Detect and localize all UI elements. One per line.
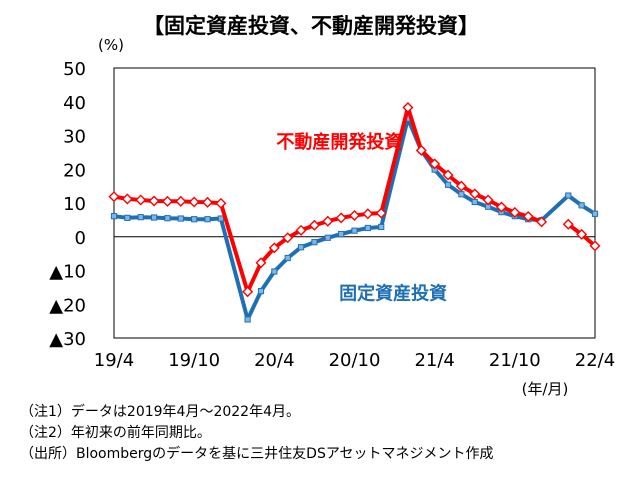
y-tick-label: 10 <box>63 194 86 215</box>
data-point-fixed-asset <box>458 191 465 198</box>
x-axis-unit: (年/月) <box>522 380 569 398</box>
data-point-real-estate <box>455 180 467 192</box>
data-point-fixed-asset <box>351 227 358 234</box>
data-point-real-estate <box>308 219 320 231</box>
y-tick-label: ▲30 <box>49 329 86 350</box>
data-point-real-estate <box>295 224 307 236</box>
note-1: （注1）データは2019年4月～2022年4月。 <box>20 404 300 420</box>
x-tick-label: 22/4 <box>575 350 615 371</box>
data-point-fixed-asset <box>124 214 131 221</box>
data-point-real-estate <box>375 207 387 219</box>
data-point-real-estate <box>202 196 214 208</box>
x-tick-label: 20/4 <box>254 350 294 371</box>
series-label-fixed-asset: 固定資産投資 <box>339 283 447 305</box>
x-tick-label: 19/4 <box>94 350 134 371</box>
series-label-real-estate: 不動産開発投資 <box>276 131 402 153</box>
x-tick-label: 21/10 <box>489 350 541 371</box>
data-point-real-estate <box>215 197 227 209</box>
x-tick-label: 19/10 <box>168 350 220 371</box>
data-point-fixed-asset <box>324 234 331 241</box>
y-tick-label: 20 <box>63 160 86 181</box>
data-point-fixed-asset <box>244 316 251 323</box>
data-point-real-estate <box>429 158 441 170</box>
data-point-fixed-asset <box>378 223 385 231</box>
data-point-real-estate <box>322 215 334 227</box>
data-point-real-estate <box>335 212 347 224</box>
data-point-fixed-asset <box>204 216 211 223</box>
data-point-real-estate <box>108 191 120 203</box>
data-point-fixed-asset <box>284 254 291 262</box>
data-point-real-estate <box>188 196 200 208</box>
data-point-fixed-asset <box>471 198 478 206</box>
data-point-fixed-asset <box>150 214 158 221</box>
y-tick-label: 40 <box>63 93 86 114</box>
data-point-fixed-asset <box>257 287 265 295</box>
series-line-fixed-asset <box>113 116 597 322</box>
y-tick-label: ▲10 <box>49 262 86 283</box>
y-tick-label: 30 <box>63 127 86 148</box>
data-point-real-estate <box>562 218 574 230</box>
notes: （注1）データは2019年4月～2022年4月。 （注2）年初来の前年同期比。 … <box>20 402 494 465</box>
note-2: （注2）年初来の前年同期比。 <box>20 425 211 441</box>
data-point-real-estate <box>402 101 414 114</box>
data-point-real-estate <box>469 188 481 200</box>
data-point-real-estate <box>148 195 160 207</box>
data-point-real-estate <box>522 210 534 223</box>
data-point-real-estate <box>282 232 294 244</box>
data-point-fixed-asset <box>578 202 585 209</box>
chart-title: 【固定資産投資、不動産開発投資】 <box>143 14 479 38</box>
y-tick-label: 0 <box>75 228 86 249</box>
note-source: （出所）Bloombergのデータを基に三井住友DSアセットマネジメント作成 <box>20 446 494 462</box>
data-point-real-estate <box>268 242 280 254</box>
data-point-real-estate <box>495 201 507 213</box>
x-tick-label: 20/10 <box>329 350 381 371</box>
data-point-fixed-asset <box>137 214 144 221</box>
data-point-fixed-asset <box>110 213 118 220</box>
data-point-fixed-asset <box>311 239 318 246</box>
data-point-real-estate <box>135 194 147 206</box>
data-point-real-estate <box>509 206 521 218</box>
y-axis-unit: (%) <box>98 36 124 54</box>
data-point-fixed-asset <box>297 244 305 251</box>
data-point-real-estate <box>415 144 427 156</box>
data-point-fixed-asset <box>565 192 572 199</box>
data-point-fixed-asset <box>591 210 599 217</box>
data-point-real-estate <box>175 195 187 207</box>
data-point-real-estate <box>482 194 494 206</box>
data-point-fixed-asset <box>338 230 345 238</box>
y-tick-label: ▲20 <box>49 295 86 316</box>
data-point-fixed-asset <box>444 181 452 188</box>
data-point-fixed-asset <box>164 215 171 222</box>
data-point-fixed-asset <box>271 268 278 275</box>
data-point-real-estate <box>442 169 454 181</box>
data-point-real-estate <box>536 216 548 228</box>
data-point-real-estate <box>362 208 374 220</box>
y-tick-label: 50 <box>63 59 86 80</box>
line-chart: 50 40 30 20 10 0 ▲10 ▲20 ▲30 (%) 19/4 19/10 20/4 20/1… <box>49 36 615 398</box>
data-point-real-estate <box>161 195 173 207</box>
data-point-fixed-asset <box>217 215 224 222</box>
data-point-fixed-asset <box>177 215 184 222</box>
data-point-real-estate <box>121 193 133 205</box>
data-point-fixed-asset <box>191 216 198 223</box>
data-point-real-estate <box>348 209 361 222</box>
data-point-real-estate <box>576 228 588 240</box>
data-point-real-estate <box>242 286 254 298</box>
data-point-fixed-asset <box>364 224 371 232</box>
plot-frame <box>113 67 596 339</box>
data-point-real-estate <box>255 257 267 269</box>
x-tick-label: 21/4 <box>414 350 454 371</box>
data-point-real-estate <box>589 240 601 252</box>
